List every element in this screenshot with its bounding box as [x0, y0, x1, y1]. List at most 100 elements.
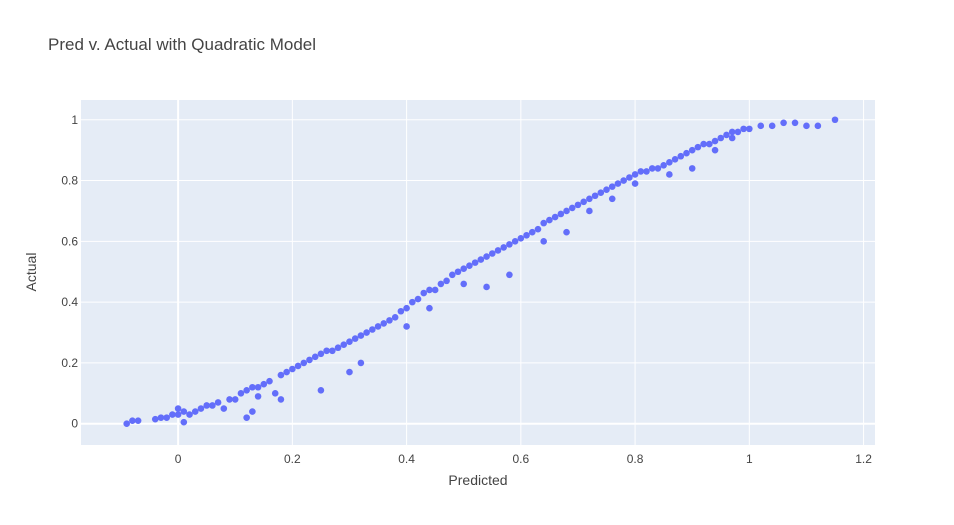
data-point	[454, 268, 462, 276]
data-point	[243, 386, 250, 394]
data-point	[631, 171, 639, 178]
data-point	[180, 408, 188, 415]
data-point	[243, 414, 250, 421]
y-tick-label: 0.6	[61, 234, 78, 248]
data-point	[831, 116, 839, 124]
data-point	[277, 396, 285, 403]
data-point	[420, 289, 428, 297]
data-point	[608, 183, 616, 190]
data-point	[369, 326, 376, 333]
data-point	[254, 383, 262, 391]
data-point	[363, 329, 370, 336]
data-point	[403, 323, 410, 330]
data-point	[666, 171, 673, 178]
data-point	[700, 140, 707, 148]
data-point	[380, 320, 388, 327]
data-point	[306, 356, 313, 364]
data-point	[506, 241, 513, 248]
data-point	[654, 165, 662, 172]
y-tick-label: 0.8	[61, 174, 78, 188]
data-point	[357, 359, 365, 367]
data-point	[563, 207, 570, 215]
grid-lines	[81, 100, 875, 445]
data-point	[249, 383, 256, 391]
data-point	[614, 180, 622, 187]
data-point	[746, 125, 753, 133]
data-point	[551, 213, 559, 221]
data-point	[431, 286, 439, 294]
data-point	[626, 174, 633, 181]
data-point	[169, 411, 176, 418]
data-point	[466, 262, 473, 269]
data-point	[283, 368, 290, 376]
data-point	[517, 235, 525, 242]
data-point	[471, 259, 479, 266]
data-point	[409, 298, 416, 306]
data-point	[294, 362, 302, 370]
data-point	[523, 231, 530, 239]
data-point	[391, 314, 399, 321]
data-point	[608, 195, 616, 203]
data-point	[300, 359, 308, 367]
data-point	[386, 317, 393, 324]
data-point	[271, 390, 279, 397]
data-point	[706, 140, 713, 148]
data-point	[648, 165, 656, 172]
y-tick-label: 0	[71, 417, 78, 431]
data-point	[757, 122, 765, 130]
data-point	[488, 250, 496, 257]
data-point	[603, 186, 610, 193]
data-point	[254, 393, 262, 400]
data-point	[426, 304, 433, 312]
y-tick-label: 1	[71, 113, 78, 127]
x-tick-label: 1.2	[855, 452, 872, 466]
data-point	[174, 411, 182, 418]
data-point	[791, 119, 799, 127]
data-point	[329, 347, 336, 355]
data-point	[557, 210, 565, 218]
data-point	[568, 204, 576, 212]
data-point	[163, 414, 170, 421]
data-point	[580, 198, 587, 206]
y-tick-label: 0.2	[61, 356, 78, 370]
data-point	[814, 122, 822, 130]
y-axis-title: Actual	[23, 253, 39, 292]
x-tick-label: 0.8	[627, 452, 644, 466]
data-point	[260, 380, 268, 388]
data-point	[477, 256, 485, 263]
data-point	[323, 347, 330, 355]
data-point	[728, 134, 736, 142]
data-point	[460, 280, 468, 288]
data-point	[157, 414, 165, 421]
data-point	[734, 128, 742, 136]
x-axis-title: Predicted	[448, 472, 507, 488]
data-point	[197, 405, 205, 412]
chart-title: Pred v. Actual with Quadratic Model	[48, 35, 316, 54]
data-point	[414, 295, 422, 303]
data-point	[277, 371, 285, 379]
data-point	[129, 417, 136, 424]
data-point	[660, 162, 667, 169]
data-point	[403, 304, 410, 312]
data-point	[677, 152, 685, 160]
data-point	[209, 402, 216, 409]
data-point	[494, 247, 502, 254]
data-point	[768, 122, 776, 130]
data-point	[671, 155, 679, 163]
data-point	[694, 143, 702, 151]
data-point	[180, 418, 188, 426]
data-point	[717, 134, 725, 142]
data-point	[397, 307, 405, 315]
data-point	[317, 386, 325, 394]
data-point	[620, 177, 627, 184]
data-point	[506, 271, 513, 279]
data-point	[249, 408, 256, 415]
data-point	[357, 332, 365, 339]
data-point	[586, 207, 593, 215]
data-point	[591, 192, 599, 200]
data-point	[151, 415, 159, 423]
data-point	[511, 238, 519, 245]
data-point	[203, 402, 210, 409]
data-point	[637, 168, 645, 175]
